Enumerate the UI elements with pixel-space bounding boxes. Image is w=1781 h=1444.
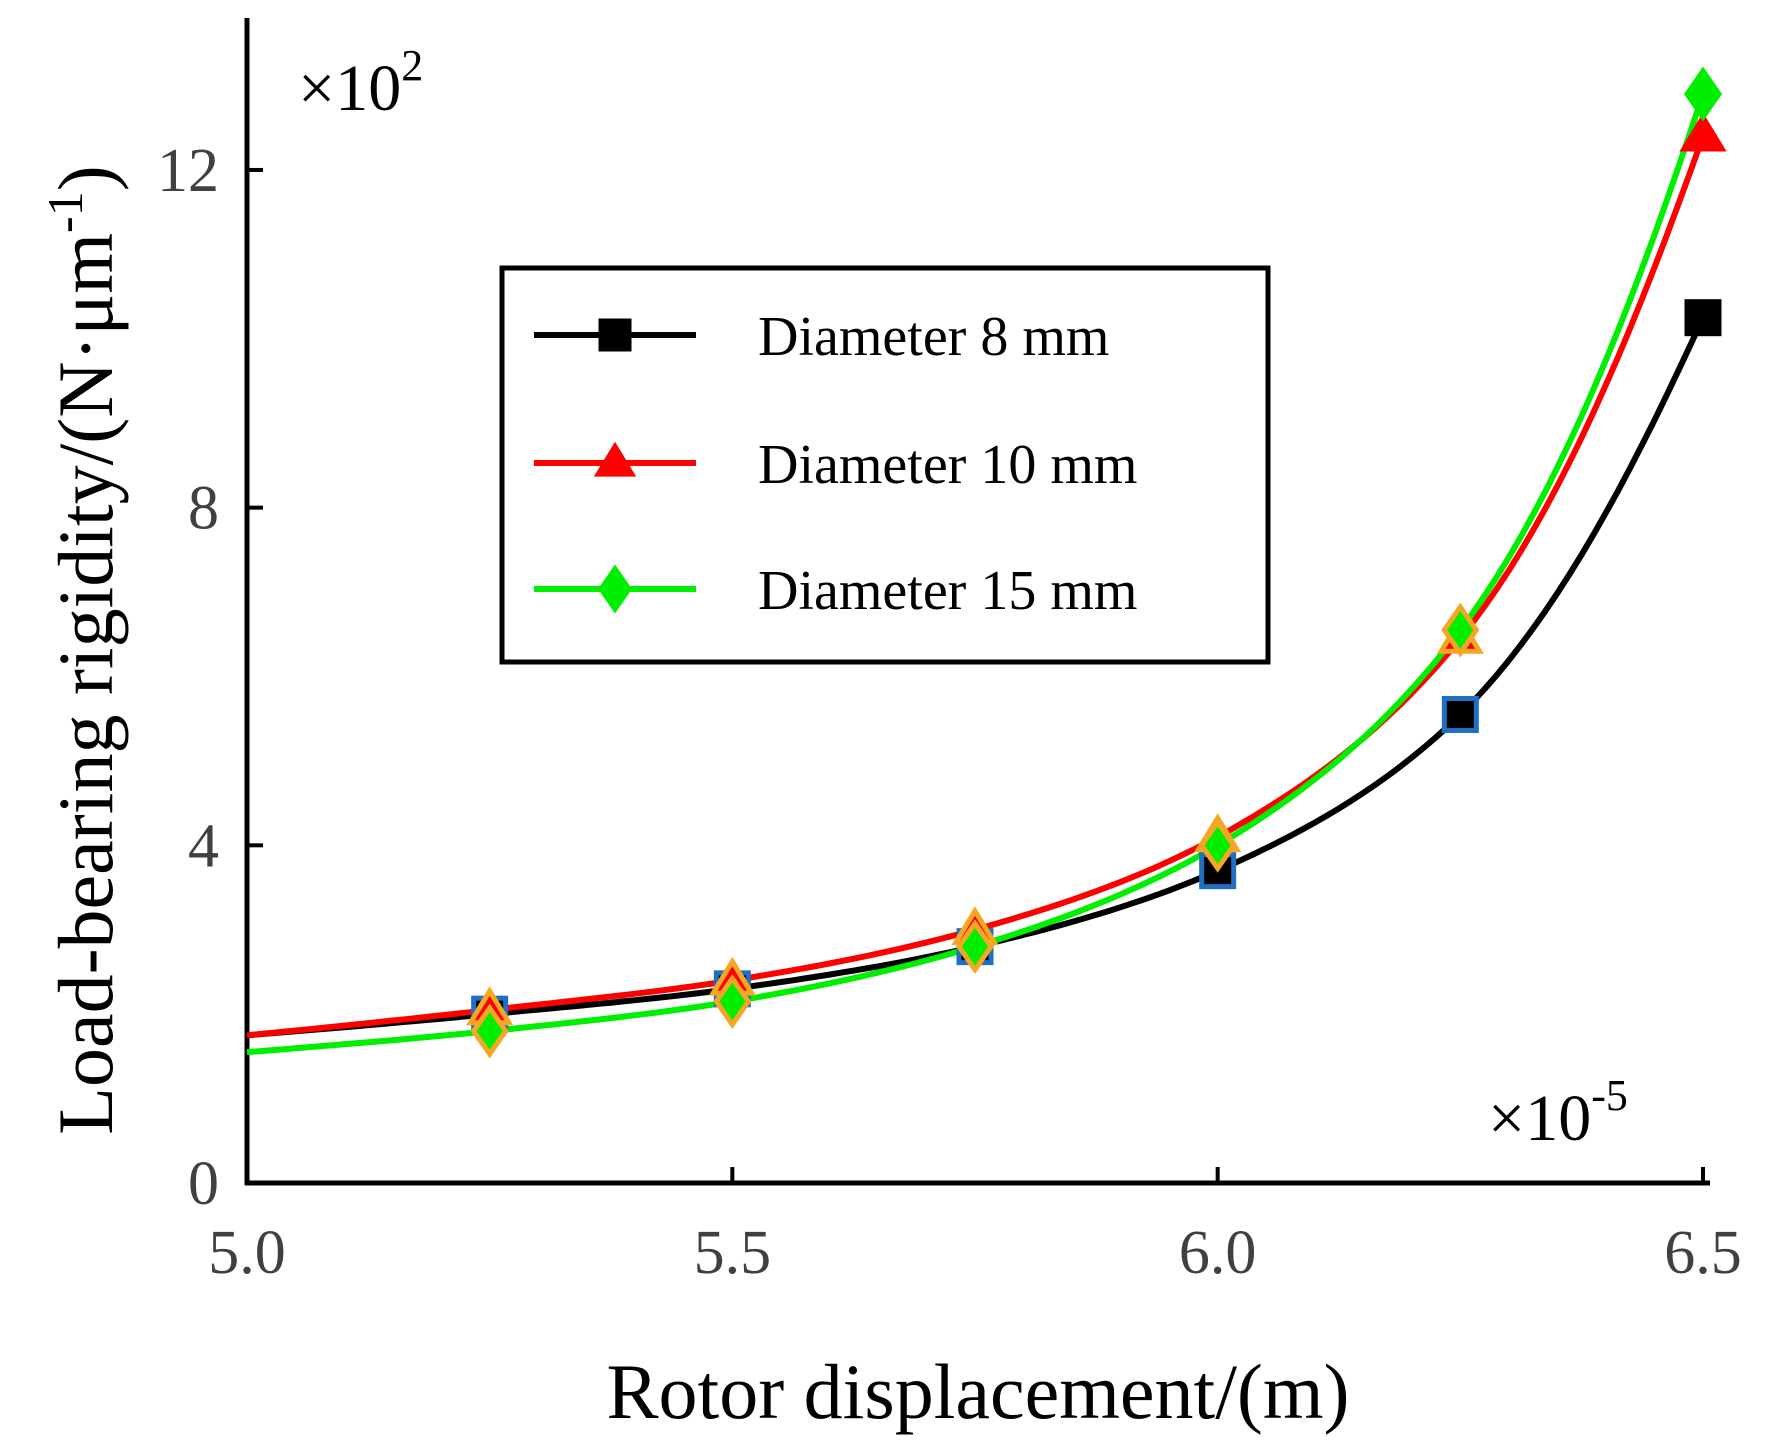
legend: Diameter 8 mm Diameter 10 mm Diameter 15 m… xyxy=(499,265,1271,665)
legend-marker-1 xyxy=(598,318,632,352)
tick-labels: 5.0 5.5 6.0 6.5 0 4 8 12 xyxy=(157,137,1742,1287)
y-multiplier-exponent: 2 xyxy=(401,41,423,90)
y-tick-label: 8 xyxy=(188,475,219,543)
y-axis-title-close: ) xyxy=(42,165,129,191)
ticks xyxy=(245,167,1705,1185)
legend-label-2: Diameter 10 mm xyxy=(758,434,1137,496)
x-tick-label: 6.0 xyxy=(1179,1219,1257,1287)
y-axis-title-superscript: -1 xyxy=(37,191,93,233)
series-point-3 xyxy=(955,919,995,975)
x-tick-label: 6.5 xyxy=(1664,1219,1742,1287)
y-tick-label: 0 xyxy=(188,1150,219,1218)
legend-marker-3 xyxy=(597,564,633,614)
series-point-3 xyxy=(1683,66,1723,122)
legend-marker-2 xyxy=(593,441,637,477)
series-point-3 xyxy=(713,974,752,1029)
axes xyxy=(244,18,1710,1186)
legend-label-1: Diameter 8 mm xyxy=(758,306,1109,368)
series-point-3 xyxy=(470,1003,509,1059)
series-point-2 xyxy=(1679,112,1727,152)
y-multiplier: ×102 xyxy=(298,41,423,125)
series-point-3 xyxy=(1198,817,1237,873)
y-tick-label: 4 xyxy=(188,812,219,880)
x-axis-title: Rotor displacement/(m) xyxy=(607,1348,1350,1435)
y-tick-label: 12 xyxy=(157,137,219,205)
x-tick-label: 5.0 xyxy=(208,1219,286,1287)
y-axis-title: Load-bearing rigidity/(N·μm-1) xyxy=(37,165,129,1134)
legend-label-3: Diameter 15 mm xyxy=(758,560,1137,622)
series-markers xyxy=(466,66,1727,1059)
legend-items: Diameter 8 mm Diameter 10 mm Diameter 15 m… xyxy=(534,306,1137,622)
series-point-1 xyxy=(1441,695,1479,733)
series-point-3 xyxy=(1441,602,1480,658)
x-multiplier: ×10-5 xyxy=(1488,1071,1628,1155)
x-multiplier-exponent: -5 xyxy=(1591,1071,1628,1120)
series-point-1 xyxy=(1684,299,1722,337)
x-tick-label: 5.5 xyxy=(694,1219,772,1287)
